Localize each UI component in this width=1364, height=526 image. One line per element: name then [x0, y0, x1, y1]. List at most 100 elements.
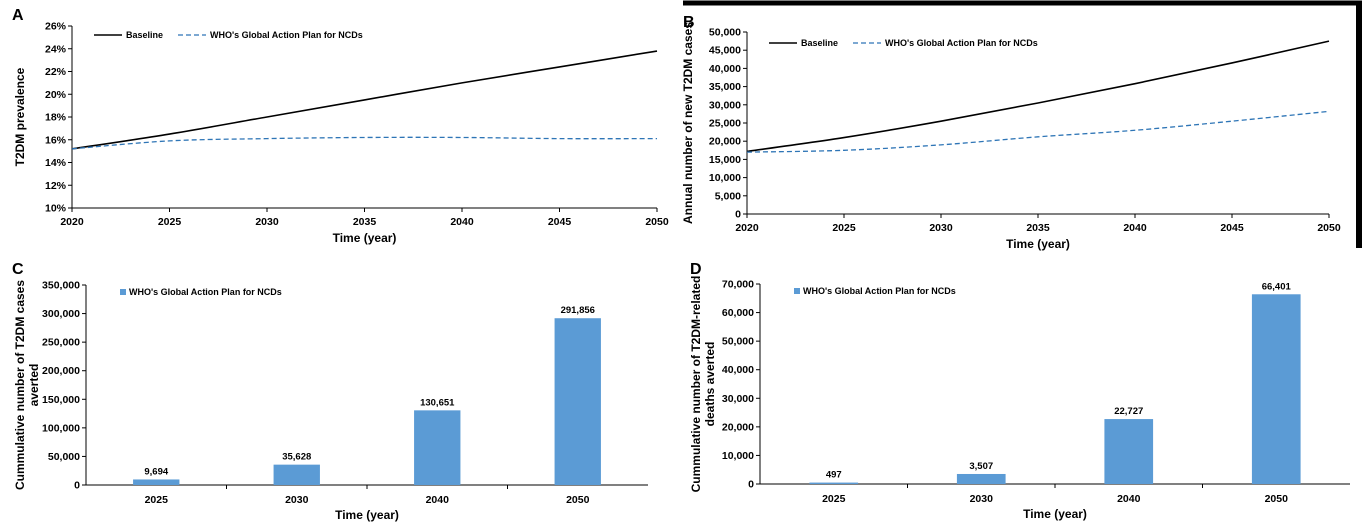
legend-swatch-who-plan — [120, 289, 126, 295]
panels: A 10% 12% 14% 16% 18% 20% 22% 24% 26% T2DM prevale… — [12, 7, 1350, 522]
bar — [133, 479, 180, 485]
y-axis-title: Annual number of new T2DM cases — [681, 22, 695, 224]
x-tick-label: 2035 — [353, 216, 377, 228]
y-tick-label: 200,000 — [42, 365, 80, 377]
x-tick-label: 2040 — [426, 494, 450, 506]
bar — [1251, 294, 1301, 484]
legend-label-who-plan: WHO's Global Action Plan for NCDs — [885, 38, 1038, 48]
y-tick-label: 12% — [45, 180, 67, 192]
y-tick-label: 0 — [74, 480, 80, 492]
y-tick-label: 30,000 — [722, 393, 754, 405]
x-tick-label: 2025 — [145, 494, 169, 506]
y-tick-label: 45,000 — [709, 45, 741, 57]
y-tick-label: 14% — [45, 157, 67, 169]
panel-b: B 0 5,000 10,000 15,000 20,000 25,000 30,000 35,… — [681, 14, 1341, 251]
y-tick-label: 16% — [45, 134, 67, 146]
legend-label-baseline: Baseline — [126, 30, 163, 40]
x-tick-label: 2020 — [735, 222, 759, 234]
y-tick-label: 10,000 — [709, 172, 741, 184]
y-tick-label: 10% — [45, 203, 67, 215]
x-tick-label: 2035 — [1026, 222, 1050, 234]
panel-label: C — [12, 261, 24, 278]
panel-a: A 10% 12% 14% 16% 18% 20% 22% 24% 26% T2DM prevale… — [12, 7, 669, 245]
y-tick-label: 22% — [45, 66, 67, 78]
x-tick-label: 2040 — [450, 216, 474, 228]
y-tick-label: 15,000 — [709, 154, 741, 166]
bar-data-label: 22,727 — [1114, 406, 1143, 417]
x-tick-label: 2050 — [566, 494, 590, 506]
baseline-series-line — [71, 50, 658, 150]
y-tick-label: 20,000 — [722, 421, 754, 433]
panel-c: C 0 50,000 100,000 150,000 200,000 250,000 300,… — [12, 261, 648, 522]
x-tick-label: 2050 — [1265, 493, 1289, 505]
y-tick-label: 350,000 — [42, 280, 80, 292]
bar — [956, 473, 1006, 484]
y-axis-title-line: Cummulative number of T2DM-related — [689, 276, 703, 493]
x-tick-label: 2030 — [285, 494, 309, 506]
y-axis-title-line: Cummulative number of T2DM cases — [13, 280, 27, 490]
x-axis-title: Time (year) — [333, 231, 397, 245]
bar-data-label: 66,401 — [1262, 281, 1292, 292]
legend-label-who-plan: WHO's Global Action Plan for NCDs — [129, 287, 282, 297]
y-tick-label: 300,000 — [42, 308, 80, 320]
x-tick-label: 2025 — [822, 493, 846, 505]
bar — [554, 318, 601, 485]
y-tick-label: 5,000 — [715, 190, 741, 202]
y-tick-label: 0 — [735, 209, 741, 221]
y-tick-label: 35,000 — [709, 81, 741, 93]
panel-d: D 0 10,000 20,000 30,000 40,000 50,000 60,000 70… — [689, 261, 1350, 521]
who-plan-series-line — [746, 110, 1330, 153]
legend-label-who-plan: WHO's Global Action Plan for NCDs — [210, 30, 363, 40]
bar-data-label: 9,694 — [144, 466, 168, 477]
panel-label: B — [683, 14, 695, 31]
x-tick-label: 2025 — [158, 216, 182, 228]
y-tick-label: 26% — [45, 21, 67, 33]
y-tick-label: 100,000 — [42, 422, 80, 434]
x-tick-label: 2040 — [1117, 493, 1141, 505]
x-tick-label: 2045 — [1220, 222, 1244, 234]
legend-swatch-who-plan — [794, 288, 800, 294]
bar — [273, 464, 320, 485]
y-tick-label: 30,000 — [709, 99, 741, 111]
y-axis-title: T2DM prevalence — [13, 67, 27, 166]
x-tick-label: 2040 — [1123, 222, 1147, 234]
y-tick-label: 40,000 — [722, 364, 754, 376]
y-tick-label: 20% — [45, 89, 67, 101]
legend-label-who-plan: WHO's Global Action Plan for NCDs — [803, 286, 956, 296]
x-tick-label: 2020 — [60, 216, 84, 228]
panel-label: D — [690, 261, 702, 278]
bar-data-label: 291,856 — [561, 305, 595, 316]
x-tick-label: 2030 — [970, 493, 994, 505]
x-tick-label: 2050 — [1317, 222, 1341, 234]
bar-data-label: 130,651 — [420, 397, 455, 408]
bar-data-label: 3,507 — [969, 461, 993, 472]
y-tick-label: 50,000 — [722, 336, 754, 348]
y-tick-label: 24% — [45, 43, 67, 55]
x-tick-label: 2045 — [548, 216, 572, 228]
y-axis-title-line: deaths averted — [703, 342, 717, 427]
x-tick-label: 2025 — [832, 222, 856, 234]
bar — [809, 482, 859, 484]
x-tick-label: 2030 — [929, 222, 953, 234]
x-axis-title: Time (year) — [1006, 237, 1070, 251]
panel-label: A — [12, 7, 24, 24]
y-tick-label: 50,000 — [48, 451, 80, 463]
x-tick-label: 2030 — [255, 216, 279, 228]
y-tick-label: 0 — [748, 479, 754, 491]
y-tick-label: 40,000 — [709, 63, 741, 75]
y-tick-label: 20,000 — [709, 136, 741, 148]
y-tick-label: 70,000 — [722, 279, 754, 291]
bar-data-label: 497 — [826, 470, 842, 481]
y-tick-label: 50,000 — [709, 27, 741, 39]
y-tick-label: 18% — [45, 112, 67, 124]
bar — [414, 410, 461, 485]
y-tick-label: 25,000 — [709, 118, 741, 130]
legend-label-baseline: Baseline — [801, 38, 838, 48]
y-tick-label: 150,000 — [42, 394, 80, 406]
y-axis-title-line: averted — [27, 364, 41, 407]
y-tick-label: 60,000 — [722, 307, 754, 319]
x-axis-title: Time (year) — [335, 508, 399, 522]
bar-data-label: 35,628 — [282, 452, 311, 463]
y-tick-label: 10,000 — [722, 450, 754, 462]
